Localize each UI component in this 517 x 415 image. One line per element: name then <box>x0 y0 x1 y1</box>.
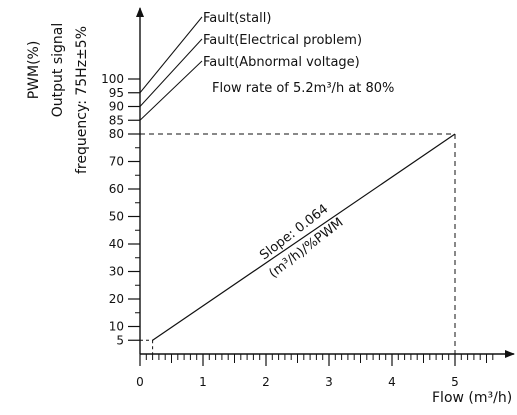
series-line-pwm-vs-flow <box>152 133 456 341</box>
slope-annotation: Slope: 0.064 (m³/h)/%PWM <box>257 202 346 282</box>
y-axis-subtitle-output-signal: Output signal <box>50 23 66 118</box>
leader-line-fault-stall <box>139 16 203 94</box>
annotation-fault-voltage: Fault(Abnormal voltage) <box>203 55 360 70</box>
y-tick-label: 85 <box>109 113 124 127</box>
y-tick-label: 95 <box>109 86 124 100</box>
y-tick-label: 20 <box>109 292 124 306</box>
y-tick-label: 60 <box>109 182 124 196</box>
y-tick-label: 100 <box>101 72 124 86</box>
y-tick-label: 80 <box>109 127 124 141</box>
minor-ticks <box>135 147 494 363</box>
y-tick-label: 90 <box>109 100 124 114</box>
x-tick-label: 1 <box>199 375 207 389</box>
x-tick-label: 2 <box>262 375 270 389</box>
y-axis-title: PWM(%) <box>26 41 42 100</box>
x-tick-label: 5 <box>451 375 459 389</box>
x-tick-label: 4 <box>388 375 396 389</box>
x-tick-label: 0 <box>136 375 144 389</box>
annotation-flow-rate: Flow rate of 5.2m³/h at 80% <box>212 81 394 96</box>
leader-line-fault-electrical <box>139 38 203 107</box>
major-ticks <box>128 78 456 366</box>
y-tick-label: 50 <box>109 210 124 224</box>
x-tick-label: 3 <box>325 375 333 389</box>
y-tick-label: 70 <box>109 155 124 169</box>
y-tick-label: 5 <box>116 333 124 347</box>
reference-lines <box>140 133 456 354</box>
axes <box>136 7 515 358</box>
y-tick-label: 40 <box>109 237 124 251</box>
y-tick-label: 30 <box>109 265 124 279</box>
leader-line-fault-voltage <box>139 60 203 121</box>
annotation-fault-stall: Fault(stall) <box>203 11 271 26</box>
annotation-fault-electrical: Fault(Electrical problem) <box>203 33 362 48</box>
y-axis-subtitle-frequency: frequency: 75Hz±5% <box>74 26 90 174</box>
fault-leader-lines <box>139 16 203 121</box>
x-axis-title: Flow (m³/h) <box>432 390 512 406</box>
y-tick-label: 10 <box>109 320 124 334</box>
